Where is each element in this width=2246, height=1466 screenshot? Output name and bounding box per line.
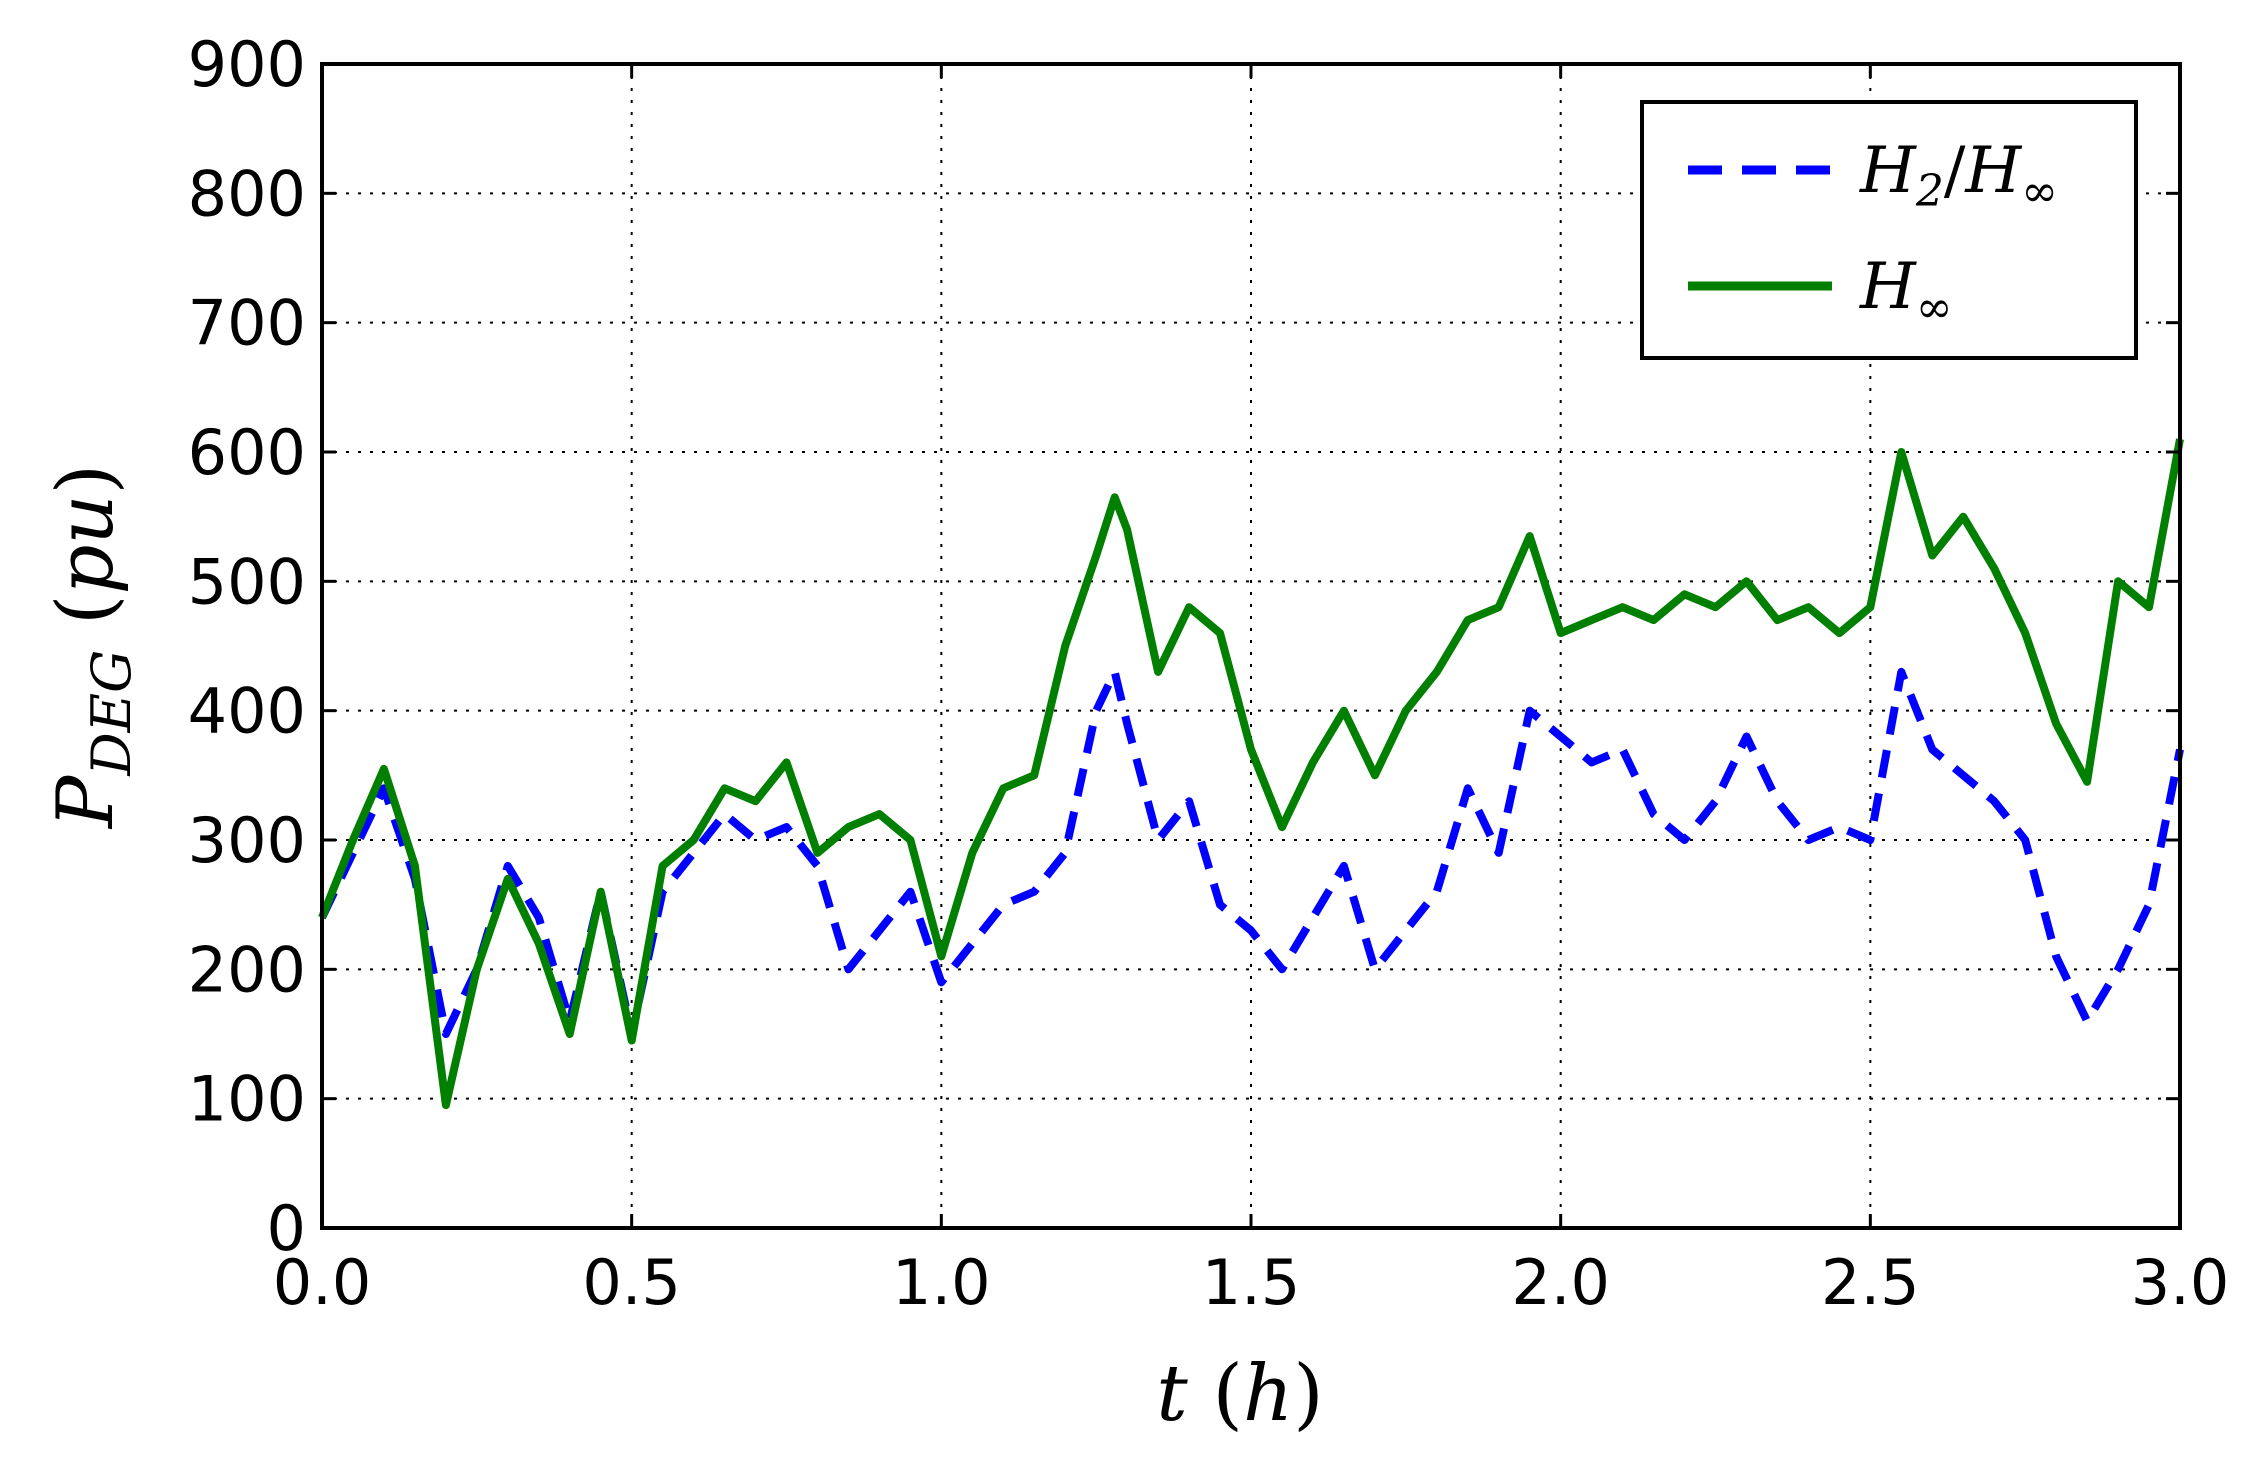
y-tick-label: 900 <box>188 28 306 101</box>
y-tick-label: 500 <box>188 545 306 618</box>
x-tick-label: 0.0 <box>273 1246 372 1319</box>
svg-text:t (h): t (h) <box>1156 1349 1323 1439</box>
y-tick-label: 600 <box>188 416 306 489</box>
y-tick-label: 0 <box>267 1192 306 1265</box>
y-tick-label: 700 <box>188 287 306 360</box>
y-axis-label: PDEG (pu) <box>41 464 143 830</box>
ticks: 0.0 0.5 1.0 1.5 2.0 2.5 3.0 0 100 200 300 400 500 600… <box>188 28 2230 1319</box>
series-line-hinf <box>318 438 2184 1110</box>
svg-text:PDEG (pu): PDEG (pu) <box>41 464 143 830</box>
y-tick-label: 400 <box>188 675 306 748</box>
x-tick-label: 2.5 <box>1821 1246 1920 1319</box>
x-tick-label: 2.0 <box>1511 1246 1610 1319</box>
x-tick-label: 0.5 <box>582 1246 681 1319</box>
x-tick-label: 1.5 <box>1202 1246 1301 1319</box>
x-tick-label: 3.0 <box>2131 1246 2230 1319</box>
legend-label-h2-hinf: H2/H∞ <box>1859 134 2058 217</box>
y-tick-label: 200 <box>188 933 306 1006</box>
y-tick-label: 300 <box>188 804 306 877</box>
y-tick-label: 100 <box>188 1063 306 1136</box>
series-layer <box>318 438 2184 1110</box>
x-tick-label: 1.0 <box>892 1246 991 1319</box>
y-tick-label: 800 <box>188 157 306 230</box>
legend: H2/H∞ H∞ <box>1640 100 2138 360</box>
legend-label-hinf: H∞ <box>1859 250 1952 333</box>
series-line-h2-hinf <box>318 667 2184 1038</box>
x-axis-label: t (h) <box>1156 1349 1323 1439</box>
